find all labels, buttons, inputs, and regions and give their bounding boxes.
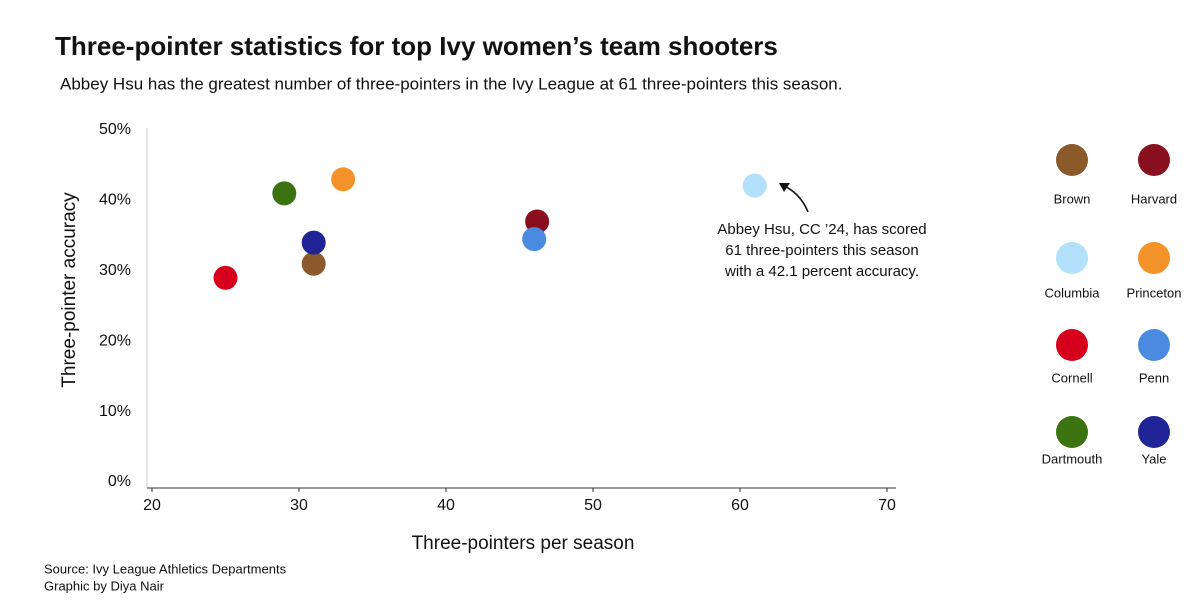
x-tick-label: 70 [878, 497, 896, 514]
point [301, 230, 326, 255]
legend-swatch [1138, 242, 1170, 274]
point [522, 227, 547, 252]
legend-label: Cornell [1051, 370, 1092, 385]
legend-label: Harvard [1131, 191, 1177, 206]
x-tick-label: 50 [584, 497, 602, 514]
annotation: Abbey Hsu, CC ’24, has scored [717, 221, 926, 238]
point [272, 181, 297, 206]
x-axis-label: Three-pointers per season [412, 533, 635, 554]
annotation: with a 42.1 percent accuracy. [724, 263, 919, 280]
legend-label: Penn [1139, 370, 1169, 385]
annotation-arrowhead [779, 183, 790, 192]
legend-label: Columbia [1045, 285, 1101, 300]
legend-swatch [1138, 416, 1170, 448]
legend-swatch [1056, 242, 1088, 274]
x-tick-label: 40 [437, 497, 455, 514]
credit: Graphic by Diya Nair [44, 578, 165, 593]
legend-label: Brown [1054, 191, 1091, 206]
legend-swatch [1138, 329, 1170, 361]
legend-swatch [1056, 144, 1088, 176]
y-axis-label: Three-pointer accuracy [59, 192, 80, 388]
legend-label: Princeton [1127, 285, 1182, 300]
legend-swatch [1138, 144, 1170, 176]
y-tick-label: 20% [99, 332, 131, 349]
annotation: 61 three-pointers this season [725, 242, 918, 259]
point [742, 173, 767, 198]
y-tick-label: 10% [99, 403, 131, 420]
point [213, 265, 238, 290]
source: Source: Ivy League Athletics Departments [44, 561, 287, 576]
y-tick-label: 0% [108, 473, 131, 490]
legend-label: Dartmouth [1042, 451, 1103, 466]
y-tick-label: 30% [99, 262, 131, 279]
y-tick-label: 50% [99, 121, 131, 138]
legend-swatch [1056, 329, 1088, 361]
chart-subtitle: Abbey Hsu has the greatest number of thr… [60, 74, 842, 93]
x-tick-label: 30 [290, 497, 308, 514]
point [301, 251, 326, 276]
point [331, 167, 356, 192]
legend-swatch [1056, 416, 1088, 448]
x-tick-label: 60 [731, 497, 749, 514]
x-tick-label: 20 [143, 497, 161, 514]
y-tick-label: 40% [99, 192, 131, 209]
legend-label: Yale [1141, 451, 1166, 466]
chart-title: Three-pointer statistics for top Ivy wom… [55, 31, 778, 61]
